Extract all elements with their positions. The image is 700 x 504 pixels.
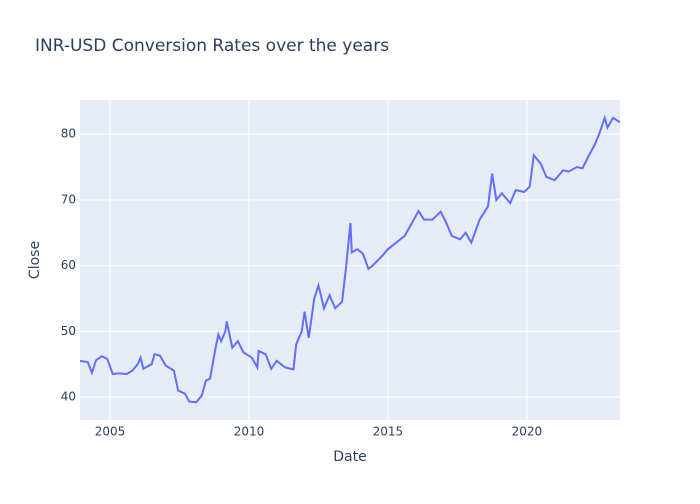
y-tick-label: 40 (61, 390, 76, 404)
line (79, 114, 621, 404)
y-axis-label: Close (27, 241, 43, 279)
x-tick-label: 2020 (512, 425, 543, 439)
chart-title: INR-USD Conversion Rates over the years (35, 36, 389, 56)
x-tick-label: 2010 (234, 425, 265, 439)
y-tick-label: 80 (61, 127, 76, 141)
x-tick-label: 2015 (373, 425, 404, 439)
y-tick-label: 50 (61, 324, 76, 338)
y-tick-label: 60 (61, 258, 76, 272)
plot-area (80, 100, 620, 420)
x-tick-label: 2005 (95, 425, 126, 439)
y-tick-label: 70 (61, 192, 76, 206)
x-axis-label: Date (333, 449, 366, 465)
